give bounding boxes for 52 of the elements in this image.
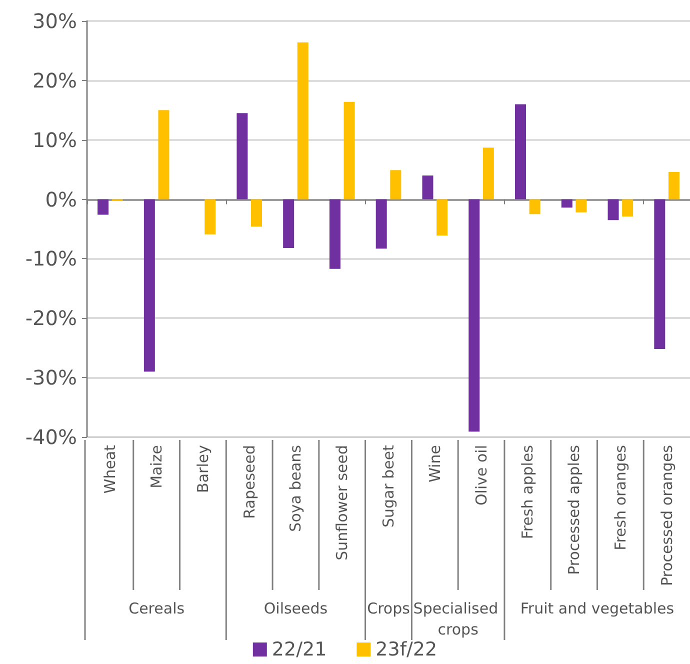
bar [436, 199, 448, 236]
x-tick-label: Maize [148, 445, 166, 488]
x-tick-label: Sugar beet [380, 444, 398, 528]
text: Specialised crops [413, 600, 503, 638]
bar [515, 104, 526, 200]
bar [529, 199, 540, 214]
bar [576, 199, 587, 212]
x-tick-label: Barley [194, 444, 212, 493]
legend-label: 23f/22 [376, 638, 438, 660]
bar [482, 148, 494, 200]
x-tick-label: Olive oil [472, 445, 490, 506]
text: Fruit and vegetables [520, 600, 674, 618]
bar [622, 199, 634, 217]
x-tick-label: Fresh apples [518, 444, 537, 540]
legend-label: 22/21 [272, 638, 327, 660]
x-tick-label: Processed oranges [658, 444, 676, 586]
text: Oilseeds [264, 600, 328, 618]
x-tick-label: Rapeseed [240, 445, 258, 519]
y-tick-label: 20% [32, 68, 77, 92]
y-tick-label: -20% [25, 306, 77, 330]
bar [654, 199, 666, 350]
bar [376, 199, 387, 249]
bar [390, 170, 402, 200]
x-tick-label: Sunflower seed [333, 445, 352, 560]
x-tick-label: Wine [426, 445, 444, 482]
bar [422, 176, 434, 200]
y-tick-label: 0% [45, 187, 77, 212]
text: Crops [367, 600, 410, 618]
bar [283, 199, 294, 248]
bar [98, 199, 109, 215]
bar [329, 199, 340, 269]
y-tick-label: -10% [25, 246, 77, 271]
y-tick-label: -30% [25, 366, 77, 390]
bar [668, 172, 680, 200]
bar [250, 199, 262, 227]
bar [204, 199, 216, 234]
bar [144, 199, 155, 372]
bar [158, 110, 170, 200]
bar [297, 42, 308, 200]
text: Cereals [128, 600, 185, 618]
bar [561, 199, 572, 208]
bar [344, 102, 355, 200]
x-tick-label: Processed apples [565, 444, 584, 575]
y-tick-label: 30% [32, 9, 77, 33]
y-tick-label: 10% [32, 128, 77, 152]
bar [236, 113, 248, 200]
y-tick-label: -40% [25, 425, 77, 449]
bar [608, 199, 619, 220]
x-tick-label: Fresh oranges [611, 444, 630, 550]
x-tick-label: Soya beans [286, 444, 305, 532]
x-tick-label: Wheat [101, 444, 120, 494]
bar [468, 199, 480, 432]
